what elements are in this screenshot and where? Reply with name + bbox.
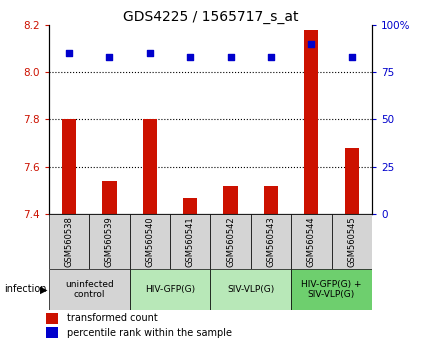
Bar (46, 327, 58, 338)
Text: GSM560543: GSM560543 (266, 216, 275, 267)
Point (65, 50, 72, 56)
Bar (46, 313, 58, 324)
Bar (291, 269, 372, 310)
Text: GSM560540: GSM560540 (145, 216, 154, 267)
Point (267, 54, 274, 60)
Bar (291, 214, 332, 269)
Text: GSM560544: GSM560544 (307, 216, 316, 267)
Bar (251, 214, 291, 269)
Point (187, 54, 193, 60)
Text: SIV-VLP(G): SIV-VLP(G) (227, 285, 275, 294)
Bar (304, 29, 318, 214)
Title: GDS4225 / 1565717_s_at: GDS4225 / 1565717_s_at (123, 10, 298, 24)
Bar (130, 269, 210, 310)
Bar (224, 186, 238, 214)
Bar (170, 214, 210, 269)
Bar (130, 214, 170, 269)
Text: GSM560539: GSM560539 (105, 216, 114, 267)
Text: GSM560541: GSM560541 (186, 216, 195, 267)
Bar (345, 148, 359, 214)
Text: HIV-GFP(G) +
SIV-VLP(G): HIV-GFP(G) + SIV-VLP(G) (301, 280, 362, 299)
Bar (49, 214, 89, 269)
Text: HIV-GFP(G): HIV-GFP(G) (145, 285, 195, 294)
Point (348, 54, 355, 60)
Bar (102, 181, 116, 214)
Bar (62, 120, 76, 214)
Bar (264, 186, 278, 214)
Text: ▶: ▶ (40, 284, 47, 295)
Bar (210, 269, 291, 310)
Point (106, 54, 113, 60)
Bar (183, 198, 197, 214)
Point (146, 50, 153, 56)
Text: transformed count: transformed count (67, 314, 158, 324)
Text: infection: infection (4, 284, 47, 295)
Point (227, 54, 234, 60)
Text: uninfected
control: uninfected control (65, 280, 113, 299)
Text: GSM560545: GSM560545 (347, 216, 356, 267)
Bar (332, 214, 372, 269)
Bar (89, 214, 130, 269)
Bar (49, 269, 130, 310)
Bar (210, 214, 251, 269)
Bar (143, 120, 157, 214)
Text: percentile rank within the sample: percentile rank within the sample (67, 327, 232, 338)
Text: GSM560542: GSM560542 (226, 216, 235, 267)
Text: GSM560538: GSM560538 (65, 216, 74, 267)
Point (308, 41, 314, 46)
